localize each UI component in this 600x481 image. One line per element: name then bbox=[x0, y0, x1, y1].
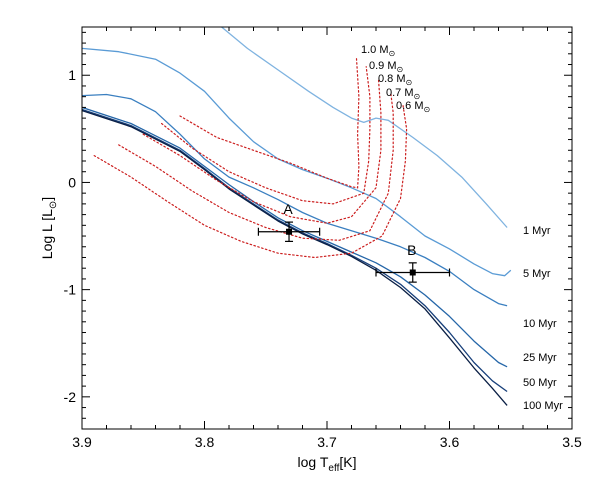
data-point-label: A bbox=[283, 201, 293, 217]
labels-layer: 3.9 3.8 3.7 3.6 3.5 -2 -1 0 1 1 Myr 5 Myr 10 Myr 25 … bbox=[64, 44, 582, 450]
mass-track-label: 1.0 M⊙ bbox=[361, 44, 395, 58]
isochrone-label: 1 Myr bbox=[523, 225, 551, 237]
x-tick-label: 3.7 bbox=[317, 434, 337, 450]
y-tick-label: 0 bbox=[68, 174, 76, 190]
y-tick-label: 1 bbox=[68, 67, 76, 83]
x-tick-label: 3.5 bbox=[562, 434, 582, 450]
x-tick-label: 3.6 bbox=[440, 434, 460, 450]
curves-layer bbox=[82, 27, 512, 406]
mass-track-label: 0.7 M⊙ bbox=[386, 87, 420, 101]
isochrone-line-3 bbox=[82, 106, 508, 368]
y-tick-label: -2 bbox=[64, 389, 77, 405]
mass-track-4 bbox=[93, 104, 408, 259]
mass-track-0 bbox=[179, 56, 360, 189]
isochrone-label: 100 Myr bbox=[523, 400, 563, 412]
x-tick-label: 3.8 bbox=[195, 434, 215, 450]
mass-track-3 bbox=[118, 91, 394, 241]
mass-track-label: 0.8 M⊙ bbox=[378, 73, 412, 87]
isochrone-label: 10 Myr bbox=[523, 318, 557, 330]
mass-track-1 bbox=[161, 66, 371, 205]
isochrone-line-0 bbox=[221, 27, 508, 228]
points-layer: AB bbox=[257, 201, 451, 283]
ticks-layer bbox=[81, 27, 573, 430]
x-axis-title: log Teff[K] bbox=[298, 454, 357, 474]
data-point-B bbox=[375, 262, 451, 283]
mass-track-2 bbox=[142, 78, 382, 224]
plot-frame bbox=[81, 26, 573, 430]
y-axis-title: Log L [L⊙] bbox=[39, 197, 59, 259]
data-point-A bbox=[257, 221, 321, 242]
x-tick-label: 3.9 bbox=[72, 434, 92, 450]
mass-track-label: 0.6 M⊙ bbox=[396, 100, 430, 114]
isochrone-label: 25 Myr bbox=[523, 352, 557, 364]
isochrone-label: 50 Myr bbox=[523, 377, 557, 389]
y-tick-label: -1 bbox=[64, 282, 77, 298]
mass-track-label: 0.9 M⊙ bbox=[369, 60, 403, 74]
isochrone-label: 5 Myr bbox=[523, 268, 551, 280]
isochrone-line-4 bbox=[82, 108, 508, 393]
isochrone-line-2 bbox=[82, 93, 508, 307]
data-point-label: B bbox=[407, 242, 416, 258]
isochrone-line-5 bbox=[82, 109, 508, 406]
